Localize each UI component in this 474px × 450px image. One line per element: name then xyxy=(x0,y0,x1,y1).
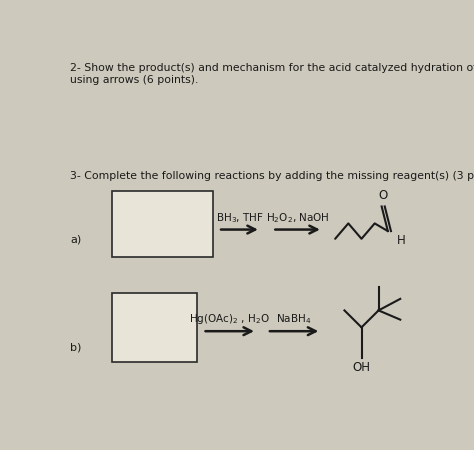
Text: a): a) xyxy=(70,235,82,245)
Text: 2- Show the product(s) and mechanism for the acid catalyzed hydration of 3-methy: 2- Show the product(s) and mechanism for… xyxy=(70,63,474,85)
Bar xyxy=(112,191,213,256)
Text: NaBH$_4$: NaBH$_4$ xyxy=(276,312,312,326)
Text: 3- Complete the following reactions by adding the missing reagent(s) (3 points e: 3- Complete the following reactions by a… xyxy=(70,171,474,181)
Text: O: O xyxy=(379,189,388,202)
Bar xyxy=(112,292,197,362)
Text: OH: OH xyxy=(353,361,371,374)
Text: H$_2$O$_2$, NaOH: H$_2$O$_2$, NaOH xyxy=(266,211,330,225)
Text: Hg(OAc)$_2$ , H$_2$O: Hg(OAc)$_2$ , H$_2$O xyxy=(189,312,270,326)
Text: BH$_3$, THF: BH$_3$, THF xyxy=(216,211,264,225)
Text: b): b) xyxy=(70,343,82,353)
Text: H: H xyxy=(397,234,406,247)
